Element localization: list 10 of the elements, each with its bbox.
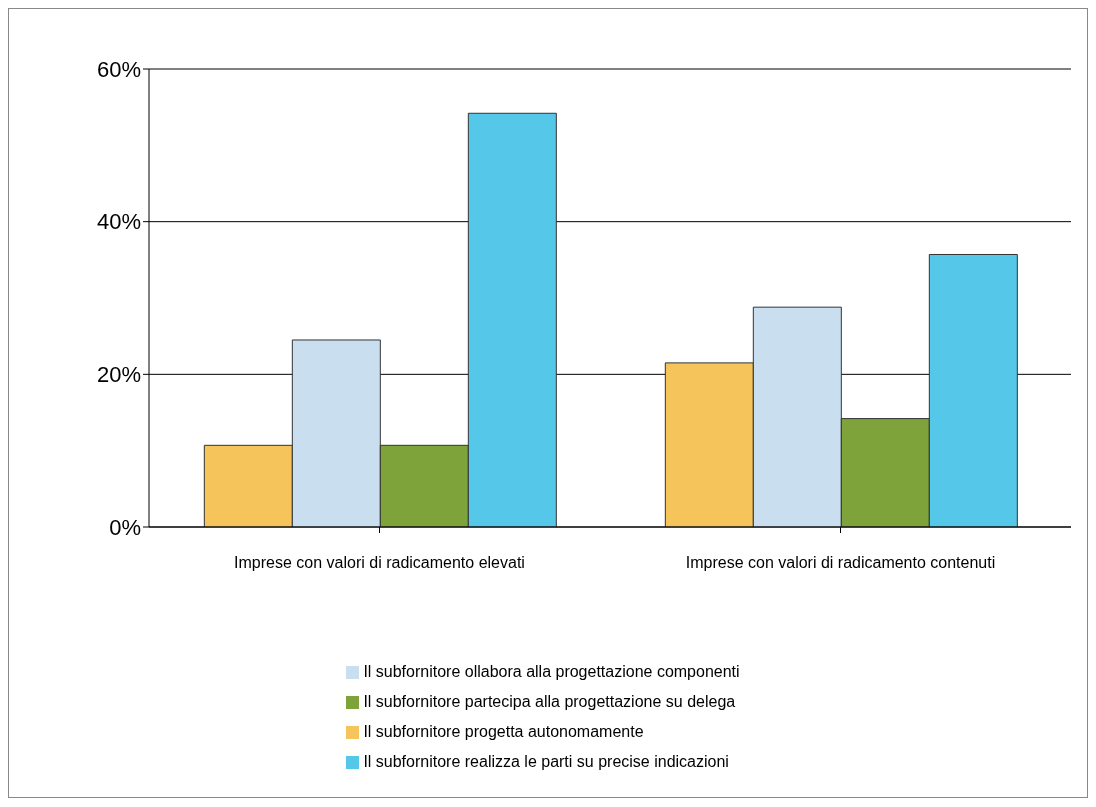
y-tick-label: 60% (96, 56, 141, 82)
legend-label: Il subfornitore partecipa alla progettazione su delega (363, 693, 736, 710)
x-tick-label: Imprese con valori di radicamento contenuti (685, 554, 996, 572)
x-tick-label: Imprese con valori di radicamento elevati (234, 554, 525, 572)
y-tick-label: 40% (96, 209, 141, 235)
legend-label: Il subfornitore progetta autonomamente (363, 723, 644, 740)
legend-label: Il subfornitore ollabora alla progettazione componenti (363, 663, 740, 680)
legend-label: Il subfornitore realizza le parti su precise indicazioni (363, 753, 729, 770)
y-tick-label: 20% (96, 362, 141, 388)
y-tick-label: 0% (109, 514, 141, 540)
